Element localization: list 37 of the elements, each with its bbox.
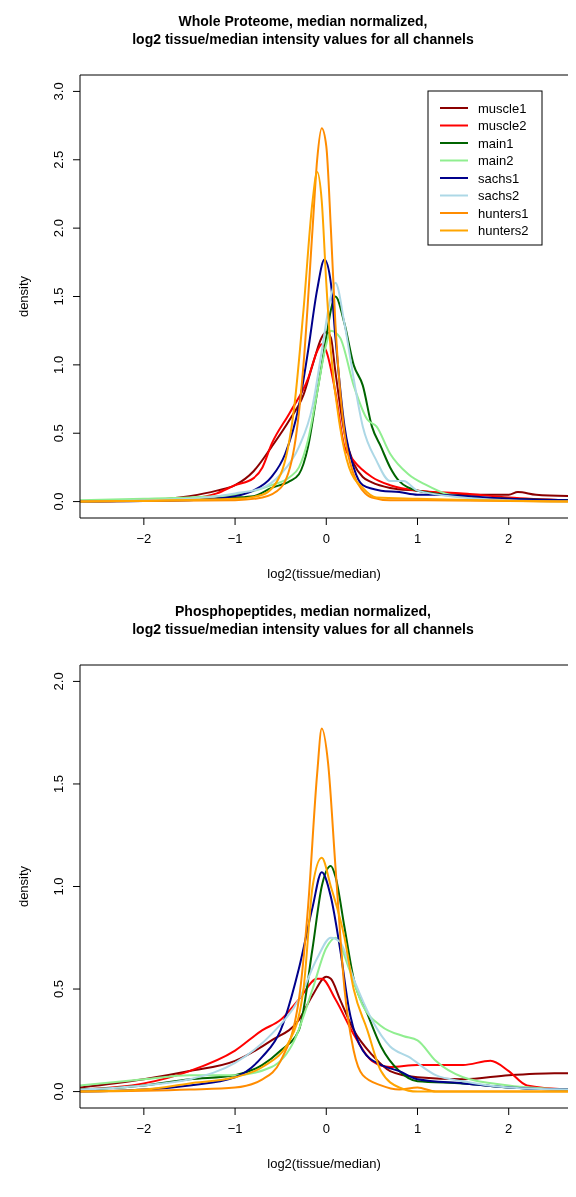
y-tick-label: 0.0: [51, 492, 66, 511]
legend-label: hunters1: [478, 205, 529, 221]
chart-title: Phosphopeptides, median normalized, log2 tissue/median intensity values for all channels: [132, 603, 474, 637]
y-tick-label: 3.0: [51, 82, 66, 101]
y-axis-title: density: [16, 865, 31, 908]
x-tick-label: 1: [413, 531, 422, 546]
x-tick-label: 2: [505, 531, 513, 546]
x-tick-label: −1: [227, 1121, 243, 1136]
legend-label: muscle1: [478, 100, 527, 116]
line-series: [80, 936, 568, 1091]
y-axis-title: density: [16, 275, 31, 318]
y-tick-label: 0.5: [51, 424, 66, 443]
y-tick-label: 1.5: [51, 287, 66, 306]
y-tick-label: 0.5: [51, 980, 66, 999]
x-axis-title: log2(tissue/median): [267, 566, 381, 581]
y-tick-label: 1.0: [51, 877, 66, 896]
x-tick-label: 2: [505, 1121, 513, 1136]
legend-label: main2: [478, 153, 514, 168]
x-tick-label: −2: [136, 1121, 152, 1136]
x-tick-label: 1: [413, 1121, 422, 1136]
legend-label: sachs2: [478, 188, 520, 203]
y-tick-label: 2.0: [51, 672, 66, 691]
chart-title: Whole Proteome, median normalized, log2 tissue/median intensity values for all channels: [132, 13, 474, 47]
x-tick-label: 0: [322, 1121, 330, 1136]
x-axis-title: log2(tissue/median): [267, 1156, 381, 1171]
x-tick-label: −2: [136, 531, 152, 546]
y-tick-label: 0.0: [51, 1082, 66, 1101]
legend-label: hunters2: [478, 223, 529, 238]
x-tick-label: 0: [322, 531, 330, 546]
x-tick-label: −1: [227, 531, 243, 546]
y-tick-label: 1.5: [51, 774, 66, 793]
y-tick-label: 2.0: [51, 219, 66, 238]
y-tick-label: 2.5: [51, 150, 66, 169]
legend-label: muscle2: [478, 118, 527, 133]
legend-label: main1: [478, 135, 514, 151]
legend-label: sachs1: [478, 170, 520, 186]
y-tick-label: 1.0: [51, 355, 66, 374]
